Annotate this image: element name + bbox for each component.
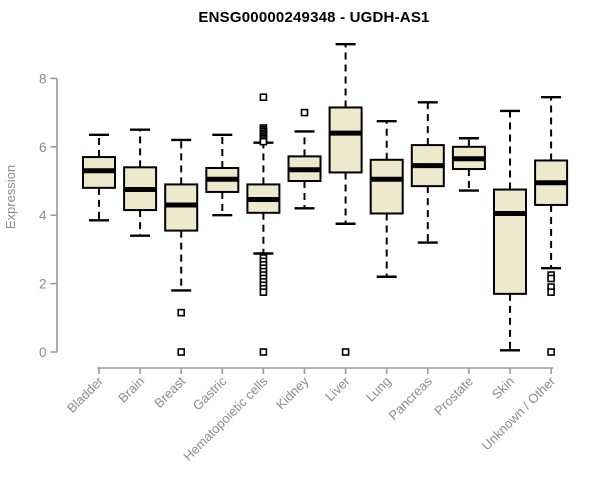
- outlier-point: [341, 348, 350, 356]
- box-group-gastric: [205, 133, 240, 217]
- x-tick-label-prostate: Prostate: [431, 374, 476, 419]
- box-group-breast: [164, 138, 199, 356]
- outlier-point: [177, 308, 185, 317]
- y-tick-label: 6: [39, 140, 47, 155]
- iqr-box: [493, 188, 527, 295]
- outlier-point: [547, 348, 555, 356]
- box-group-prostate: [451, 137, 486, 192]
- outlier-point: [259, 348, 268, 356]
- y-axis: 0 2 4 6 8 Expression: [3, 71, 58, 360]
- x-tick-label-kidney: Kidney: [273, 373, 312, 412]
- box-group-hematopoietic-cells: [246, 93, 281, 356]
- box-group-skin: [493, 109, 527, 352]
- x-tick-label-skin: Skin: [489, 374, 517, 402]
- iqr-box: [328, 106, 363, 174]
- outlier-point: [259, 93, 268, 102]
- box-group-unknown-other: [534, 96, 569, 356]
- y-tick-label: 8: [39, 71, 47, 86]
- x-tick-label-unknown-other: Unknown / Other: [479, 373, 559, 453]
- box-group-lung: [369, 119, 404, 278]
- y-tick-label: 2: [39, 277, 47, 292]
- x-tick-label-brain: Brain: [115, 374, 147, 406]
- x-tick-label-pancreas: Pancreas: [385, 373, 435, 423]
- chart-title: ENSG00000249348 - UGDH-AS1: [198, 9, 430, 26]
- outlier-point: [300, 108, 309, 117]
- x-tick-label-gastric: Gastric: [190, 373, 230, 413]
- box-group-pancreas: [410, 101, 445, 244]
- y-axis-title: Expression: [3, 165, 18, 229]
- outlier-point: [259, 137, 268, 146]
- box-group-bladder: [82, 133, 116, 222]
- x-tick-label-liver: Liver: [322, 373, 353, 404]
- outlier-point: [259, 288, 268, 296]
- box-group-kidney: [287, 108, 322, 210]
- iqr-box: [164, 183, 199, 232]
- outlier-point: [177, 348, 185, 356]
- y-tick-label: 4: [39, 208, 47, 223]
- x-tick-label-bladder: Bladder: [64, 373, 107, 416]
- box-group-liver: [328, 43, 363, 356]
- x-tick-label-lung: Lung: [363, 374, 394, 405]
- x-tick-label-breast: Breast: [151, 373, 188, 410]
- y-tick-label: 0: [39, 345, 47, 360]
- box-group-brain: [123, 128, 158, 237]
- iqr-box: [369, 158, 404, 215]
- outlier-point: [547, 274, 555, 283]
- outlier-point: [547, 288, 555, 296]
